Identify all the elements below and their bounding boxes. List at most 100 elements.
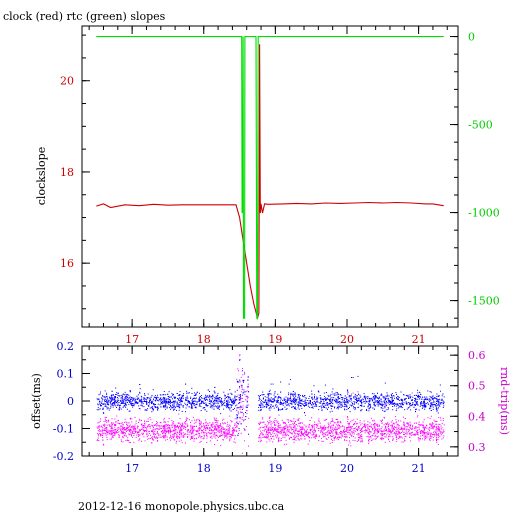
offset-point <box>438 403 440 405</box>
rndtrip-point <box>293 436 295 438</box>
offset-point <box>266 401 267 403</box>
offset-point <box>294 408 296 410</box>
rndtrip-point <box>216 439 218 441</box>
offset-point <box>357 407 359 408</box>
rndtrip-point <box>300 432 302 434</box>
offset-point <box>194 394 196 396</box>
rndtrip-point <box>368 436 370 438</box>
offset-point <box>261 399 262 401</box>
rndtrip-point <box>375 428 377 430</box>
rndtrip-point <box>386 428 387 430</box>
rndtrip-point <box>130 429 132 431</box>
rndtrip-point <box>121 430 123 432</box>
top-y2-tick-label: -500 <box>468 119 493 132</box>
rndtrip-point <box>399 435 401 437</box>
rndtrip-point <box>247 404 249 406</box>
offset-point <box>421 398 423 400</box>
offset-point <box>195 394 197 396</box>
offset-point <box>171 402 173 403</box>
offset-point <box>126 394 128 396</box>
offset-point <box>295 393 296 395</box>
rndtrip-point <box>209 436 211 438</box>
offset-point <box>205 398 207 400</box>
rndtrip-point <box>284 422 286 424</box>
offset-point <box>270 401 272 402</box>
rndtrip-point <box>285 424 287 426</box>
offset-point <box>358 397 360 399</box>
offset-point <box>99 403 101 405</box>
rndtrip-point <box>215 419 217 421</box>
rndtrip-point <box>429 434 431 436</box>
rndtrip-point <box>270 430 272 431</box>
rndtrip-point <box>118 436 120 438</box>
offset-point <box>139 392 141 394</box>
offset-point <box>439 398 441 400</box>
rndtrip-point <box>124 427 126 428</box>
offset-point <box>340 397 342 398</box>
offset-point <box>129 399 131 401</box>
offset-point <box>395 392 397 394</box>
rndtrip-point <box>132 425 134 427</box>
offset-point <box>191 400 193 401</box>
offset-point <box>205 404 207 406</box>
rndtrip-point <box>395 441 397 443</box>
offset-point <box>131 397 132 398</box>
offset-point <box>216 397 218 399</box>
rndtrip-point <box>353 433 355 435</box>
rndtrip-point <box>100 430 102 432</box>
offset-point <box>238 423 239 425</box>
offset-point <box>262 397 264 399</box>
rndtrip-point <box>402 430 403 432</box>
offset-point <box>192 403 194 404</box>
rndtrip-point <box>187 436 189 437</box>
offset-point <box>186 390 188 392</box>
offset-point <box>304 395 306 396</box>
offset-point <box>267 404 269 405</box>
offset-point <box>317 401 319 403</box>
offset-point <box>437 404 439 406</box>
offset-point <box>146 401 148 403</box>
rndtrip-point <box>291 433 293 435</box>
offset-point <box>218 405 220 407</box>
rndtrip-point <box>178 413 180 415</box>
offset-point <box>109 396 111 398</box>
rndtrip-point <box>205 427 207 429</box>
rndtrip-point <box>149 434 151 436</box>
rndtrip-point <box>112 430 113 432</box>
rndtrip-point <box>272 441 274 443</box>
rndtrip-point <box>119 436 121 438</box>
rndtrip-point <box>421 424 423 426</box>
rndtrip-point <box>436 420 438 422</box>
rndtrip-point <box>374 424 376 426</box>
offset-point <box>173 403 175 405</box>
rndtrip-point <box>385 430 386 432</box>
rndtrip-point <box>185 433 187 435</box>
rndtrip-point <box>144 422 146 424</box>
offset-point <box>334 406 336 408</box>
rndtrip-point <box>242 368 243 370</box>
offset-point <box>332 398 334 400</box>
rndtrip-point <box>438 427 440 429</box>
rndtrip-point <box>396 439 398 440</box>
rndtrip-point <box>199 434 201 436</box>
rndtrip-point <box>173 424 175 426</box>
rndtrip-point <box>119 427 121 429</box>
offset-point <box>428 408 430 410</box>
offset-point <box>399 405 401 407</box>
offset-point <box>378 398 379 400</box>
offset-point <box>394 405 395 407</box>
offset-point <box>182 396 184 398</box>
offset-point <box>412 402 414 404</box>
rndtrip-point <box>121 433 123 435</box>
rndtrip-point <box>193 428 195 430</box>
offset-point <box>260 405 262 407</box>
rndtrip-point <box>186 423 188 425</box>
rndtrip-point <box>109 438 111 440</box>
rndtrip-point <box>154 425 156 426</box>
offset-point <box>366 401 368 402</box>
rndtrip-point <box>206 424 208 426</box>
offset-point <box>132 400 133 402</box>
offset-point <box>364 397 366 399</box>
offset-point <box>293 407 295 409</box>
offset-point <box>296 402 298 404</box>
